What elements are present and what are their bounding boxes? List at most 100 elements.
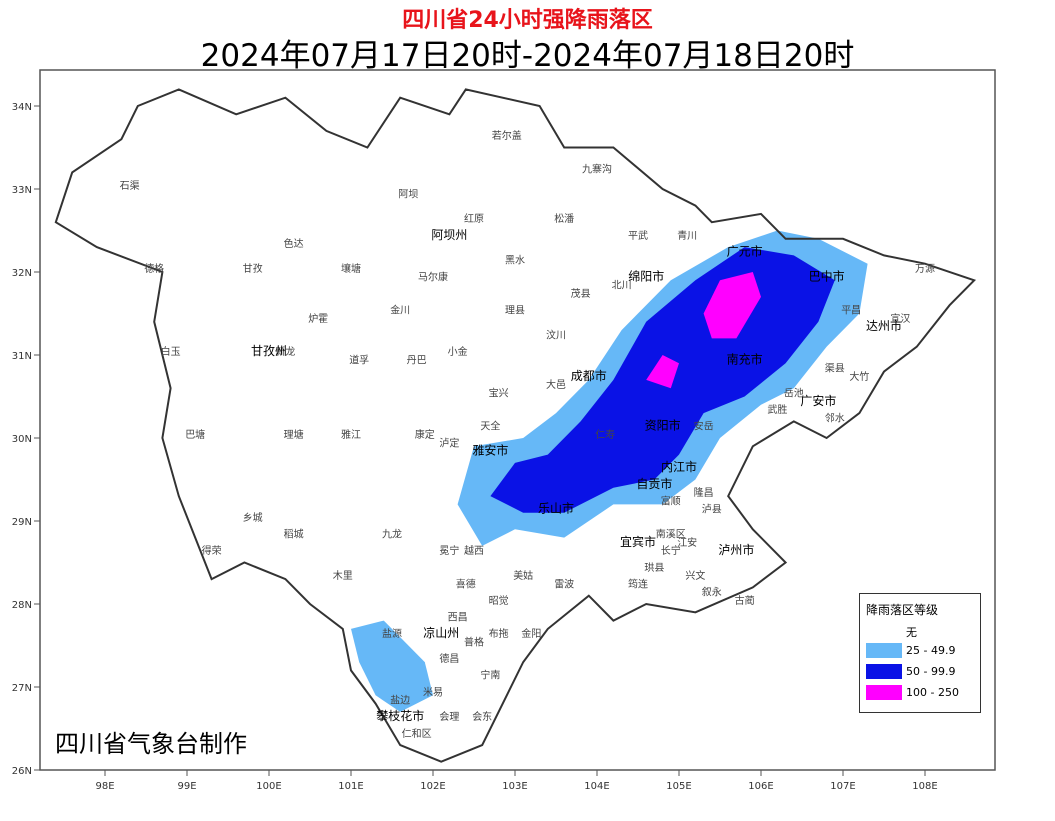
place-label-minor: 黑水 bbox=[505, 255, 525, 267]
place-label-minor: 康定 bbox=[415, 428, 435, 441]
lon-tick-label: 99E bbox=[177, 781, 196, 792]
lat-tick-label: 26N bbox=[12, 766, 32, 777]
place-label-minor: 宣汉 bbox=[890, 312, 910, 325]
place-label-minor: 白玉 bbox=[161, 345, 181, 358]
place-label-minor: 万源 bbox=[915, 262, 935, 275]
legend-swatch bbox=[866, 664, 902, 679]
place-label-major: 雅安市 bbox=[472, 443, 508, 458]
place-label-major: 泸州市 bbox=[718, 542, 754, 557]
sichuan-boundary bbox=[54, 88, 977, 763]
lon-tick-label: 108E bbox=[912, 781, 937, 792]
place-label-major: 宜宾市 bbox=[620, 534, 656, 549]
legend-item-50: 50 - 99.9 bbox=[866, 664, 955, 679]
map-title: 四川省24小时强降雨落区 bbox=[402, 8, 653, 33]
place-label-minor: 汶川 bbox=[546, 328, 566, 341]
lon-tick-label: 103E bbox=[502, 781, 527, 792]
place-label-minor: 炉霍 bbox=[308, 313, 328, 325]
place-label-minor: 茂县 bbox=[571, 287, 591, 300]
place-label-major: 资阳市 bbox=[645, 418, 681, 433]
place-label-minor: 稻城 bbox=[284, 529, 304, 541]
place-label-major: 攀枝花市 bbox=[376, 708, 424, 723]
place-label-minor: 马尔康 bbox=[418, 270, 448, 283]
legend-item-none: 无 bbox=[866, 624, 917, 639]
place-label-minor: 冕宁 bbox=[439, 544, 459, 557]
legend-item-25: 25 - 49.9 bbox=[866, 643, 955, 658]
lon-tick-label: 102E bbox=[420, 781, 445, 792]
place-label-minor: 红原 bbox=[464, 212, 484, 225]
place-label-minor: 会东 bbox=[472, 710, 492, 723]
place-label-minor: 珙县 bbox=[644, 562, 664, 574]
lat-tick-label: 29N bbox=[12, 517, 32, 528]
legend-swatch bbox=[866, 643, 902, 658]
place-label-minor: 阿坝 bbox=[398, 188, 418, 200]
place-label-major: 达州市 bbox=[866, 318, 902, 333]
lat-tick-label: 30N bbox=[12, 434, 32, 445]
legend-label: 25 - 49.9 bbox=[906, 644, 956, 657]
place-label-major: 成都市 bbox=[571, 368, 607, 383]
place-label-major: 内江市 bbox=[661, 459, 697, 474]
lon-tick-label: 104E bbox=[584, 781, 609, 792]
place-label-minor: 平武 bbox=[628, 229, 648, 242]
place-label-minor: 平昌 bbox=[841, 305, 861, 317]
lon-tick-label: 98E bbox=[95, 781, 114, 792]
province-boundary bbox=[54, 88, 977, 763]
credit-text: 四川省气象台制作 bbox=[55, 730, 247, 758]
place-label-minor: 北川 bbox=[612, 280, 632, 292]
place-label-minor: 雅江 bbox=[341, 428, 361, 441]
place-label-major: 阿坝州 bbox=[431, 228, 467, 242]
place-label-minor: 美姑 bbox=[513, 569, 533, 582]
legend-item-100: 100 - 250 bbox=[866, 685, 959, 700]
map-subtitle: 2024年07月17日20时-2024年07月18日20时 bbox=[200, 38, 855, 74]
place-label-minor: 会理 bbox=[439, 710, 459, 723]
place-label-minor: 小金 bbox=[448, 345, 468, 358]
place-label-major: 甘孜州 bbox=[251, 344, 287, 358]
place-label-minor: 丹巴 bbox=[407, 354, 427, 366]
legend-swatch bbox=[866, 685, 902, 700]
place-label-minor: 天全 bbox=[480, 420, 500, 433]
place-label-minor: 南溪区 bbox=[656, 528, 686, 541]
place-label-minor: 乡城 bbox=[243, 512, 263, 524]
lat-tick-label: 31N bbox=[12, 351, 32, 362]
rain-areas bbox=[351, 230, 868, 712]
place-label-minor: 江安 bbox=[677, 536, 697, 549]
place-label-minor: 普格 bbox=[464, 636, 484, 649]
lon-tick-label: 100E bbox=[256, 781, 281, 792]
legend-title: 降雨落区等级 bbox=[866, 603, 939, 617]
lon-tick-label: 106E bbox=[748, 781, 773, 792]
place-label-minor: 金川 bbox=[390, 304, 410, 317]
place-label-major: 乐山市 bbox=[538, 501, 574, 516]
place-label-minor: 岳池 bbox=[784, 387, 804, 400]
place-label-minor: 九龙 bbox=[382, 528, 402, 541]
place-label-major: 自贡市 bbox=[636, 476, 672, 491]
place-label-minor: 长宁 bbox=[661, 544, 681, 557]
lon-tick-label: 107E bbox=[830, 781, 855, 792]
lon-tick-label: 105E bbox=[666, 781, 691, 792]
place-label-minor: 隆昌 bbox=[694, 486, 714, 499]
place-label-minor: 宁南 bbox=[480, 669, 500, 682]
place-label-major: 绵阳市 bbox=[628, 268, 664, 283]
lat-tick-label: 27N bbox=[12, 683, 32, 694]
place-label-minor: 新龙 bbox=[275, 345, 295, 358]
place-label-major: 广元市 bbox=[727, 243, 763, 258]
place-label-major: 广安市 bbox=[800, 393, 836, 408]
rain-area-100-250 bbox=[646, 355, 679, 389]
place-label-minor: 九寨沟 bbox=[582, 162, 612, 175]
place-label-minor: 色达 bbox=[284, 237, 304, 250]
lat-tick-label: 28N bbox=[12, 600, 32, 611]
place-label-minor: 得荣 bbox=[202, 545, 222, 557]
place-label-minor: 布拖 bbox=[489, 627, 509, 640]
place-labels: 石渠若尔盖九寨沟阿坝红原 松潘平武 青川德格色达甘孜 壤塘马尔康黑水茂县北川炉霍金川理… bbox=[120, 129, 935, 740]
place-label-minor: 筠连 bbox=[628, 577, 648, 590]
place-label-minor: 壤塘 bbox=[341, 262, 361, 275]
legend-label: 无 bbox=[906, 625, 917, 639]
place-label-minor: 巴塘 bbox=[185, 428, 205, 441]
place-label-minor: 甘孜 bbox=[243, 262, 263, 275]
lat-tick-label: 34N bbox=[12, 102, 32, 113]
place-label-minor: 盐源 bbox=[382, 627, 402, 640]
place-label-minor: 武胜 bbox=[767, 403, 787, 416]
map-frame bbox=[39, 69, 996, 771]
place-label-minor: 德格 bbox=[144, 262, 164, 275]
place-label-minor: 德昌 bbox=[439, 652, 459, 665]
place-label-minor: 若尔盖 bbox=[492, 129, 522, 142]
